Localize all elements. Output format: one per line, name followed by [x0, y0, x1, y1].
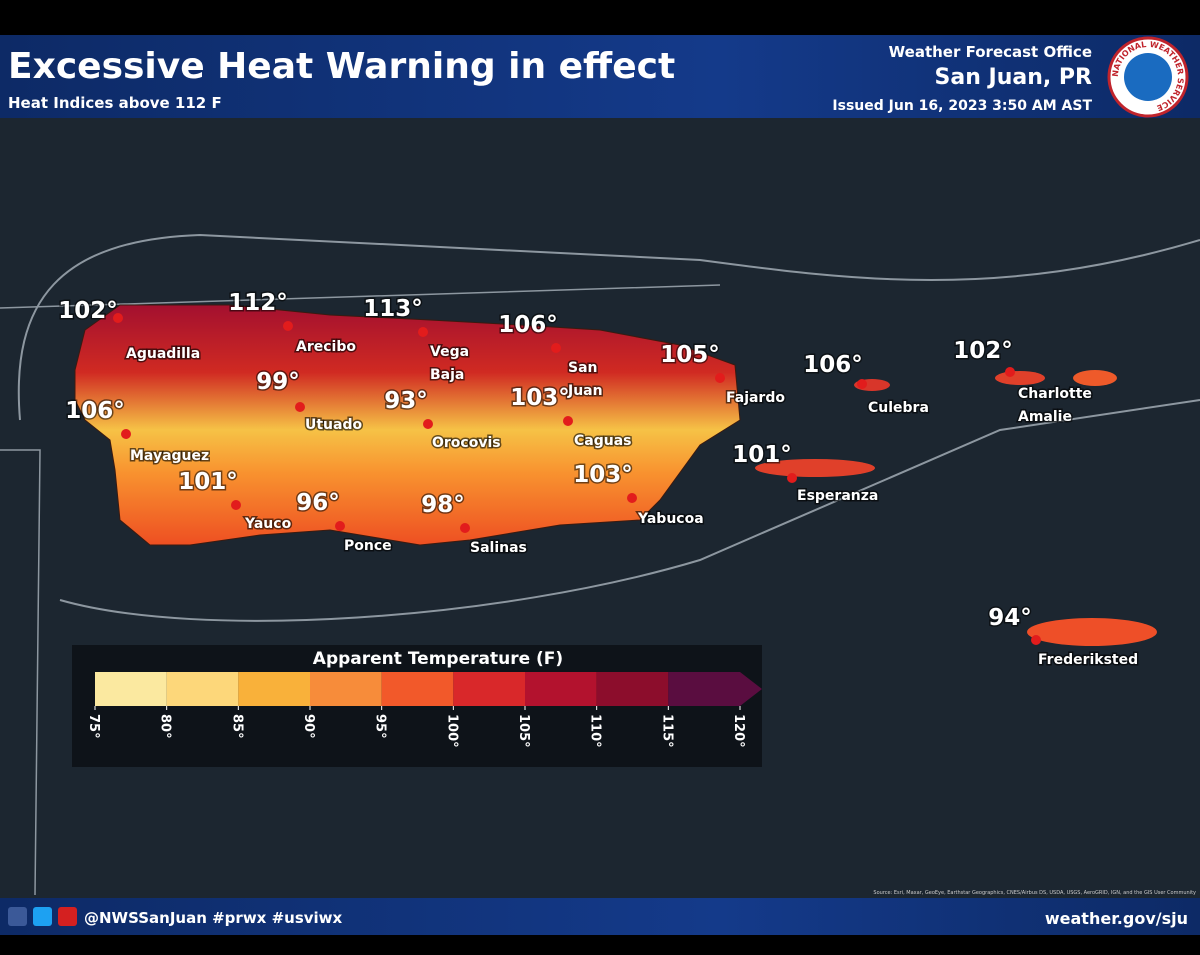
st-thomas — [995, 371, 1045, 385]
place-label: Amalie — [1018, 409, 1072, 425]
legend-tick-label: 90° — [301, 714, 316, 739]
station-dot — [295, 402, 305, 412]
station-dot — [335, 521, 345, 531]
station-dot — [113, 313, 123, 323]
legend-segment — [166, 672, 239, 706]
place-label: Yabucoa — [637, 511, 704, 527]
legend-segment — [310, 672, 382, 706]
footer-band — [0, 898, 1200, 935]
legend-tick-label: 105° — [516, 714, 531, 748]
legend-scale: 75° 80° 85° 90° 95° 100° 105° 110° 115° 120° — [86, 672, 762, 748]
place-label: Vega — [430, 344, 469, 360]
station-dot — [563, 416, 573, 426]
place-label: Utuado — [305, 417, 362, 433]
place-label: Ponce — [344, 538, 392, 554]
station-dot — [283, 321, 293, 331]
st-croix — [1027, 618, 1157, 646]
temperature-label: 98° — [421, 492, 465, 518]
legend-tick-label: 95° — [373, 714, 388, 739]
title: Excessive Heat Warning in effect — [8, 46, 675, 87]
legend-tick-label: 100° — [444, 714, 459, 748]
station-dot — [231, 500, 241, 510]
temperature-label: 103° — [510, 385, 570, 411]
place-label: Fajardo — [726, 390, 785, 406]
temperature-label: 106° — [65, 398, 125, 424]
place-label: Aguadilla — [126, 346, 200, 362]
source: Source: Esri, Maxar, GeoEye, Earthstar G… — [873, 890, 1196, 896]
location: San Juan, PR — [935, 65, 1093, 90]
legend-segment — [596, 672, 669, 706]
header-band — [0, 35, 1200, 118]
legend-title: Apparent Temperature (F) — [313, 649, 563, 669]
temperature-label: 113° — [363, 296, 423, 322]
legend-segment — [95, 672, 167, 706]
station-dot — [715, 373, 725, 383]
legend-tick-label: 115° — [659, 714, 674, 748]
place-label: Baja — [430, 367, 464, 383]
website[interactable]: weather.gov/sju — [1045, 909, 1188, 928]
legend-segment — [238, 672, 310, 706]
place-label: Arecibo — [296, 339, 356, 355]
puerto-rico — [74, 304, 741, 546]
vieques — [755, 459, 875, 477]
station-dot — [627, 493, 637, 503]
legend-tick-label: 75° — [86, 714, 101, 739]
temperature-label: 93° — [384, 388, 428, 414]
legend-segment — [668, 672, 762, 706]
station-dot — [460, 523, 470, 533]
facebook-icon[interactable] — [8, 907, 27, 926]
station-dot — [1031, 635, 1041, 645]
place-label: Caguas — [574, 433, 632, 449]
social-handles: @NWSSanJuan #prwx #usviwx — [84, 909, 343, 927]
temperature-label: 106° — [498, 312, 558, 338]
legend-tick-label: 110° — [588, 714, 603, 748]
st-john — [1073, 370, 1117, 386]
temperature-label: 112° — [228, 290, 288, 316]
twitter-icon[interactable] — [33, 907, 52, 926]
zone-boundary — [17, 233, 1200, 622]
temperature-label: 103° — [573, 462, 633, 488]
temperature-label: 105° — [660, 342, 720, 368]
legend-segment — [525, 672, 597, 706]
youtube-icon[interactable] — [58, 907, 77, 926]
place-label: Salinas — [470, 540, 527, 556]
temperature-label: 99° — [256, 369, 300, 395]
place-label: Charlotte — [1018, 386, 1092, 402]
place-label: Frederiksted — [1038, 652, 1138, 668]
temperature-label: 102° — [58, 298, 118, 324]
place-label: San — [568, 360, 598, 376]
temperature-layer: 102° 112° 113° 106° 105° 106° 102° 106° 99° 93° 10… — [57, 289, 1140, 670]
nws-logo-inner — [1124, 53, 1172, 101]
place-label: Mayaguez — [130, 448, 209, 464]
place-label: Yauco — [244, 516, 292, 532]
temperature-label: 101° — [732, 442, 792, 468]
office: Weather Forecast Office — [889, 43, 1092, 61]
legend-tick-label: 80° — [158, 714, 173, 739]
temperature-label: 102° — [953, 338, 1013, 364]
subtitle: Heat Indices above 112 F — [8, 94, 222, 112]
legend-segment — [453, 672, 525, 706]
station-dot — [857, 379, 867, 389]
place-label: Juan — [567, 383, 603, 399]
station-dot — [1005, 367, 1015, 377]
temperature-label: 96° — [296, 490, 340, 516]
legend-tick-label: 85° — [229, 714, 244, 739]
station-dot — [423, 419, 433, 429]
temperature-label: 94° — [988, 605, 1032, 631]
temperature-label: 106° — [803, 352, 863, 378]
issued: Issued Jun 16, 2023 3:50 AM AST — [832, 98, 1092, 114]
station-dot — [787, 473, 797, 483]
station-dot — [551, 343, 561, 353]
legend-tick-label: 120° — [731, 714, 746, 748]
legend-segment — [381, 672, 454, 706]
temperature-label: 101° — [178, 469, 238, 495]
place-label: Culebra — [868, 400, 929, 416]
place-label: Orocovis — [432, 435, 501, 451]
station-dot — [121, 429, 131, 439]
place-label: Esperanza — [797, 488, 878, 504]
zone-boundary — [0, 284, 721, 896]
station-dot — [418, 327, 428, 337]
